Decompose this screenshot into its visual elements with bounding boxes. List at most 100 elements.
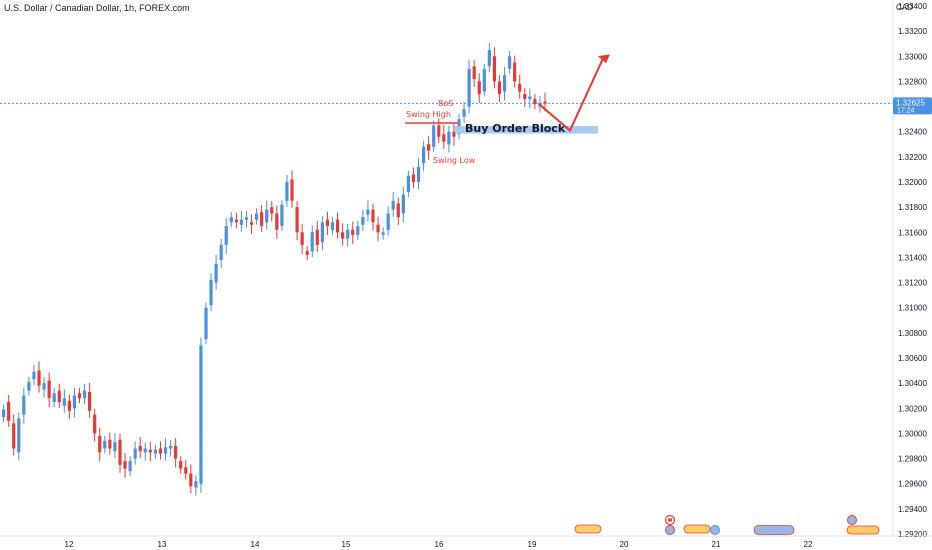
candle <box>93 414 97 434</box>
candle <box>194 481 198 488</box>
candle <box>32 371 36 380</box>
candle <box>22 395 26 415</box>
candle <box>113 442 117 452</box>
candle <box>477 81 481 94</box>
candle <box>138 446 142 452</box>
candle <box>265 209 269 223</box>
event-flag-icon[interactable] <box>574 524 602 534</box>
time-tick-label: 14 <box>251 540 260 549</box>
current-price-value: 1.32625 <box>896 98 925 107</box>
candle <box>427 144 431 151</box>
candle <box>42 383 46 390</box>
price-tick-label: 1.30200 <box>898 404 927 413</box>
price-tick-label: 1.30400 <box>898 379 927 388</box>
candle <box>118 439 122 465</box>
price-tick-label: 1.33400 <box>898 2 927 11</box>
candle <box>315 229 319 245</box>
event-flag-icon[interactable] <box>846 525 880 535</box>
candle <box>47 380 51 399</box>
candle <box>411 174 416 182</box>
swing-low-label: Swing Low <box>433 156 476 165</box>
event-flag-icon[interactable] <box>664 514 676 526</box>
price-tick-label: 1.31200 <box>898 279 927 288</box>
candle <box>513 62 517 82</box>
price-tick-label: 1.29800 <box>898 455 927 464</box>
price-tick-label: 1.30000 <box>898 429 927 438</box>
candle <box>416 166 421 182</box>
candles-group <box>2 42 547 496</box>
candle <box>295 207 299 233</box>
candle <box>330 222 335 230</box>
price-tick-label: 1.32200 <box>898 153 927 162</box>
currency-label: CAD <box>896 3 913 12</box>
candle <box>406 175 410 193</box>
candle <box>401 194 405 214</box>
time-tick-label: 16 <box>435 540 444 549</box>
price-axis[interactable]: 1.334001.332001.330001.328001.326001.324… <box>898 2 927 539</box>
candle <box>421 146 426 164</box>
candle <box>300 232 304 245</box>
candle <box>518 83 522 92</box>
time-axis[interactable]: 12 13 14 15 16 19 20 21 22 <box>65 540 813 549</box>
candle <box>381 232 385 235</box>
projection-arrow[interactable] <box>538 55 605 133</box>
candle <box>305 251 309 255</box>
candle <box>77 393 82 399</box>
price-tick-label: 1.31000 <box>898 304 927 313</box>
candle <box>543 101 547 105</box>
price-tick-label: 1.30600 <box>898 354 927 363</box>
candle <box>371 209 375 223</box>
candle <box>67 400 71 411</box>
candle <box>508 56 512 69</box>
current-price-tag <box>893 97 932 115</box>
candle <box>341 232 345 239</box>
candle <box>386 213 390 230</box>
candle <box>62 398 66 406</box>
candle <box>255 213 259 220</box>
candle <box>7 402 11 421</box>
swing-high-label: Swing High <box>406 110 451 119</box>
price-tick-label: 1.29200 <box>898 530 927 539</box>
event-flag-icon[interactable] <box>710 525 720 535</box>
price-tick-label: 1.33200 <box>898 27 927 36</box>
candle <box>12 423 16 449</box>
time-tick-label: 20 <box>620 540 629 549</box>
candle <box>168 446 173 449</box>
order-block-zone[interactable] <box>455 126 598 134</box>
candle <box>204 307 208 340</box>
candle <box>270 207 274 214</box>
candle <box>472 66 476 79</box>
candle <box>174 446 178 459</box>
candle <box>189 473 193 487</box>
price-tick-label: 1.33000 <box>898 52 927 61</box>
candle <box>17 418 21 453</box>
candle <box>229 217 233 223</box>
candle <box>88 391 92 411</box>
time-tick-label: 22 <box>804 540 813 549</box>
candle <box>391 200 395 210</box>
event-flag-icon[interactable] <box>753 525 795 535</box>
time-tick-label: 19 <box>528 540 537 549</box>
price-tick-label: 1.32000 <box>898 178 927 187</box>
arrow-head-icon <box>598 54 610 64</box>
event-flag-icon[interactable] <box>683 524 711 534</box>
price-tick-label: 1.32400 <box>898 128 927 137</box>
price-tick-label: 1.30800 <box>898 329 927 338</box>
candle <box>108 439 112 449</box>
candle <box>497 81 502 94</box>
candle <box>249 222 254 225</box>
candle <box>452 131 456 137</box>
economic-events[interactable] <box>574 514 880 535</box>
event-flag-icon[interactable] <box>847 515 857 525</box>
event-flag-icon[interactable] <box>665 525 675 535</box>
candle <box>351 229 355 235</box>
bar-countdown: 17:24 <box>897 107 915 114</box>
candle <box>98 435 102 453</box>
candle <box>163 447 168 454</box>
candle <box>437 125 441 137</box>
candle <box>432 125 436 147</box>
candle <box>27 381 31 391</box>
price-tick-label: 1.31400 <box>898 253 927 262</box>
candle <box>396 203 400 218</box>
